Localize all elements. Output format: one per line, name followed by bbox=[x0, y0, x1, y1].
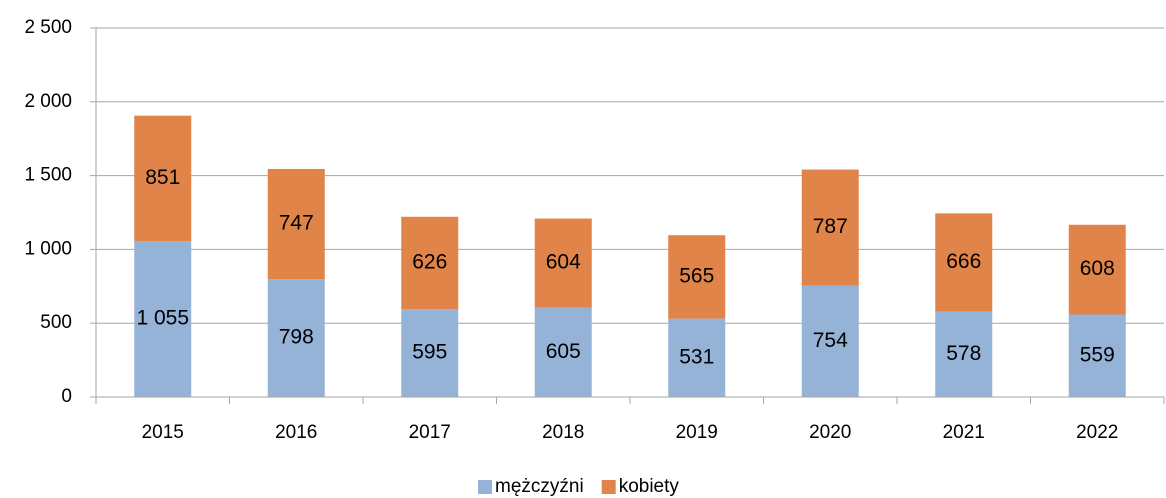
x-tick-label: 2020 bbox=[809, 422, 851, 443]
data-label: 565 bbox=[679, 264, 714, 287]
data-label: 626 bbox=[412, 251, 447, 274]
y-tick-label: 1 500 bbox=[24, 165, 72, 186]
y-tick-label: 1 000 bbox=[24, 238, 72, 259]
bar-segment bbox=[401, 309, 459, 397]
bar-segment bbox=[134, 115, 192, 242]
data-label: 798 bbox=[279, 326, 314, 349]
data-label: 578 bbox=[946, 342, 981, 365]
data-label: 851 bbox=[145, 166, 180, 189]
data-label: 666 bbox=[946, 250, 981, 273]
y-tick-label: 500 bbox=[40, 312, 72, 333]
data-label: 754 bbox=[813, 329, 848, 352]
data-label: 787 bbox=[813, 215, 848, 238]
legend-label: kobiety bbox=[619, 476, 680, 497]
bar-segment bbox=[935, 213, 993, 312]
x-tick-label: 2015 bbox=[142, 422, 184, 443]
bar-segment bbox=[534, 307, 592, 397]
x-tick-label: 2022 bbox=[1076, 422, 1118, 443]
legend-label: mężczyźni bbox=[495, 476, 584, 497]
bar-segment bbox=[935, 311, 993, 397]
bar-segment bbox=[267, 279, 325, 397]
bar-segment bbox=[1068, 314, 1126, 397]
data-label: 605 bbox=[546, 340, 581, 363]
bar-segment bbox=[267, 168, 325, 280]
bar-segment bbox=[801, 285, 859, 397]
data-label: 604 bbox=[546, 251, 581, 274]
data-label: 531 bbox=[679, 345, 714, 368]
bar-segment bbox=[134, 241, 192, 397]
legend-swatch bbox=[478, 480, 492, 494]
legend-swatch bbox=[601, 480, 616, 494]
x-tick-label: 2017 bbox=[409, 422, 451, 443]
x-tick-label: 2018 bbox=[542, 422, 584, 443]
bar-segment bbox=[1068, 224, 1126, 315]
data-label: 1 055 bbox=[136, 307, 189, 330]
data-label: 747 bbox=[279, 212, 314, 235]
bar-segment bbox=[534, 218, 592, 308]
x-tick-label: 2021 bbox=[943, 422, 985, 443]
x-tick-label: 2019 bbox=[676, 422, 718, 443]
data-label: 595 bbox=[412, 341, 447, 364]
y-tick-label: 2 000 bbox=[24, 91, 72, 112]
y-tick-label: 0 bbox=[61, 386, 72, 407]
bar-segment bbox=[401, 216, 459, 310]
y-tick-label: 2 500 bbox=[24, 17, 72, 38]
bar-segment bbox=[668, 235, 726, 319]
bar-segment bbox=[668, 318, 726, 397]
x-tick-label: 2016 bbox=[275, 422, 317, 443]
data-label: 608 bbox=[1080, 257, 1115, 280]
data-label: 559 bbox=[1080, 343, 1115, 366]
bar-segment bbox=[801, 169, 859, 286]
